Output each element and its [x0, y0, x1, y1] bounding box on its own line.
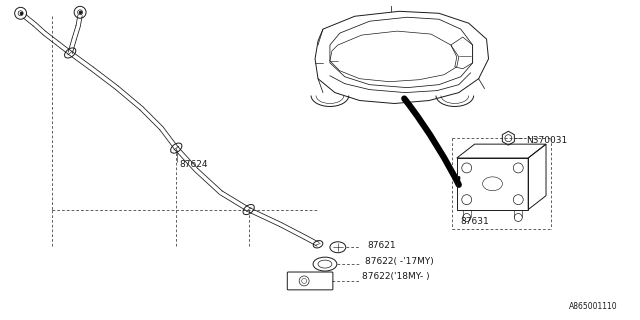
- Text: 87622( -'17MY): 87622( -'17MY): [365, 257, 433, 266]
- Bar: [457, 158, 528, 210]
- Text: 87624: 87624: [179, 160, 208, 170]
- Text: 87621: 87621: [367, 241, 396, 250]
- Text: A865001110: A865001110: [569, 302, 618, 311]
- Text: N370031: N370031: [526, 136, 568, 145]
- Text: 87622('18MY- ): 87622('18MY- ): [362, 272, 429, 282]
- Text: 87631: 87631: [461, 218, 490, 227]
